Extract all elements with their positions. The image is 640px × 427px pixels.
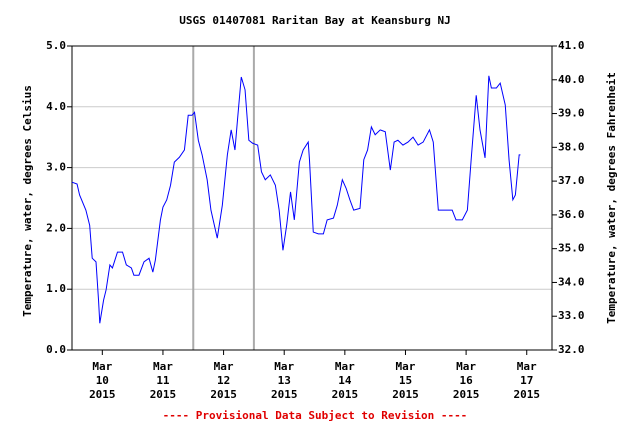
x-tick-label: Mar 15 2015: [392, 360, 419, 401]
y2-tick-label: 32.0: [558, 343, 585, 356]
x-tick-label: Mar 13 2015: [271, 360, 298, 401]
y-tick-label: 2.0: [46, 221, 66, 234]
y-axis-label: Temperature, water, degrees Celsius: [21, 85, 34, 317]
chart-title: USGS 01407081 Raritan Bay at Keansburg N…: [179, 14, 451, 27]
y-tick-label: 4.0: [46, 100, 66, 113]
y2-axis-label: Temperature, water, degrees Fahrenheit: [605, 72, 618, 324]
y2-tick-label: 35.0: [558, 242, 585, 255]
y-tick-label: 1.0: [46, 282, 66, 295]
y-tick-label: 5.0: [46, 39, 66, 52]
y2-tick-label: 39.0: [558, 107, 585, 120]
y2-tick-label: 40.0: [558, 73, 585, 86]
y2-tick-label: 41.0: [558, 39, 585, 52]
y2-tick-label: 36.0: [558, 208, 585, 221]
x-tick-label: Mar 14 2015: [332, 360, 359, 401]
y-tick-label: 3.0: [46, 161, 66, 174]
x-tick-label: Mar 17 2015: [513, 360, 540, 401]
footer-note: ---- Provisional Data Subject to Revisio…: [163, 409, 468, 422]
y2-tick-label: 34.0: [558, 275, 585, 288]
x-tick-label: Mar 16 2015: [453, 360, 480, 401]
y2-tick-label: 37.0: [558, 174, 585, 187]
plot-frame: [71, 45, 553, 351]
y2-tick-label: 38.0: [558, 140, 585, 153]
x-tick-label: Mar 12 2015: [210, 360, 237, 401]
data-line: [71, 75, 521, 324]
x-tick-label: Mar 10 2015: [89, 360, 116, 401]
y2-tick-label: 33.0: [558, 309, 585, 322]
y-tick-label: 0.0: [46, 343, 66, 356]
x-tick-label: Mar 11 2015: [150, 360, 177, 401]
